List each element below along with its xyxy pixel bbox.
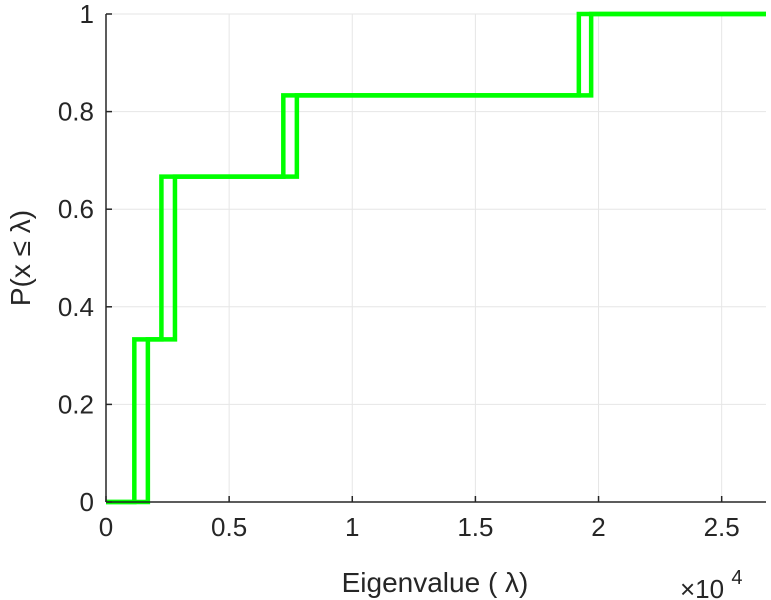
x-multiplier-exponent: 4: [731, 567, 742, 589]
y-tick-label: 1: [80, 0, 94, 29]
x-tick-label: 0.5: [211, 512, 247, 542]
grid: [105, 13, 766, 503]
x-tick-label: 1.5: [457, 512, 493, 542]
y-axis-label: P(x ≤ λ): [5, 210, 36, 306]
x-tick-label: 1: [345, 512, 359, 542]
x-tick-label: 2: [591, 512, 605, 542]
x-tick-labels: 0 0.5 1 1.5 2 2.5: [99, 512, 740, 542]
x-tick-label: 2.5: [704, 512, 740, 542]
axes: [105, 13, 766, 503]
y-tick-label: 0.6: [58, 194, 94, 224]
y-tick-label: 0: [80, 487, 94, 517]
y-tick-label: 0.4: [58, 292, 94, 322]
y-tick-label: 0.8: [58, 97, 94, 127]
x-tick-label: 0: [99, 512, 113, 542]
y-tick-label: 0.2: [58, 389, 94, 419]
cdf-step-line-1: [106, 11, 766, 505]
x-axis-multiplier: ×10 4: [680, 567, 742, 600]
x-multiplier-base: ×10: [680, 574, 724, 600]
y-tick-labels: 0 0.2 0.4 0.6 0.8 1: [58, 0, 94, 517]
series-layer: [106, 11, 766, 505]
x-axis-label: Eigenvalue ( λ): [342, 567, 529, 598]
cdf-step-line-2: [106, 11, 766, 505]
